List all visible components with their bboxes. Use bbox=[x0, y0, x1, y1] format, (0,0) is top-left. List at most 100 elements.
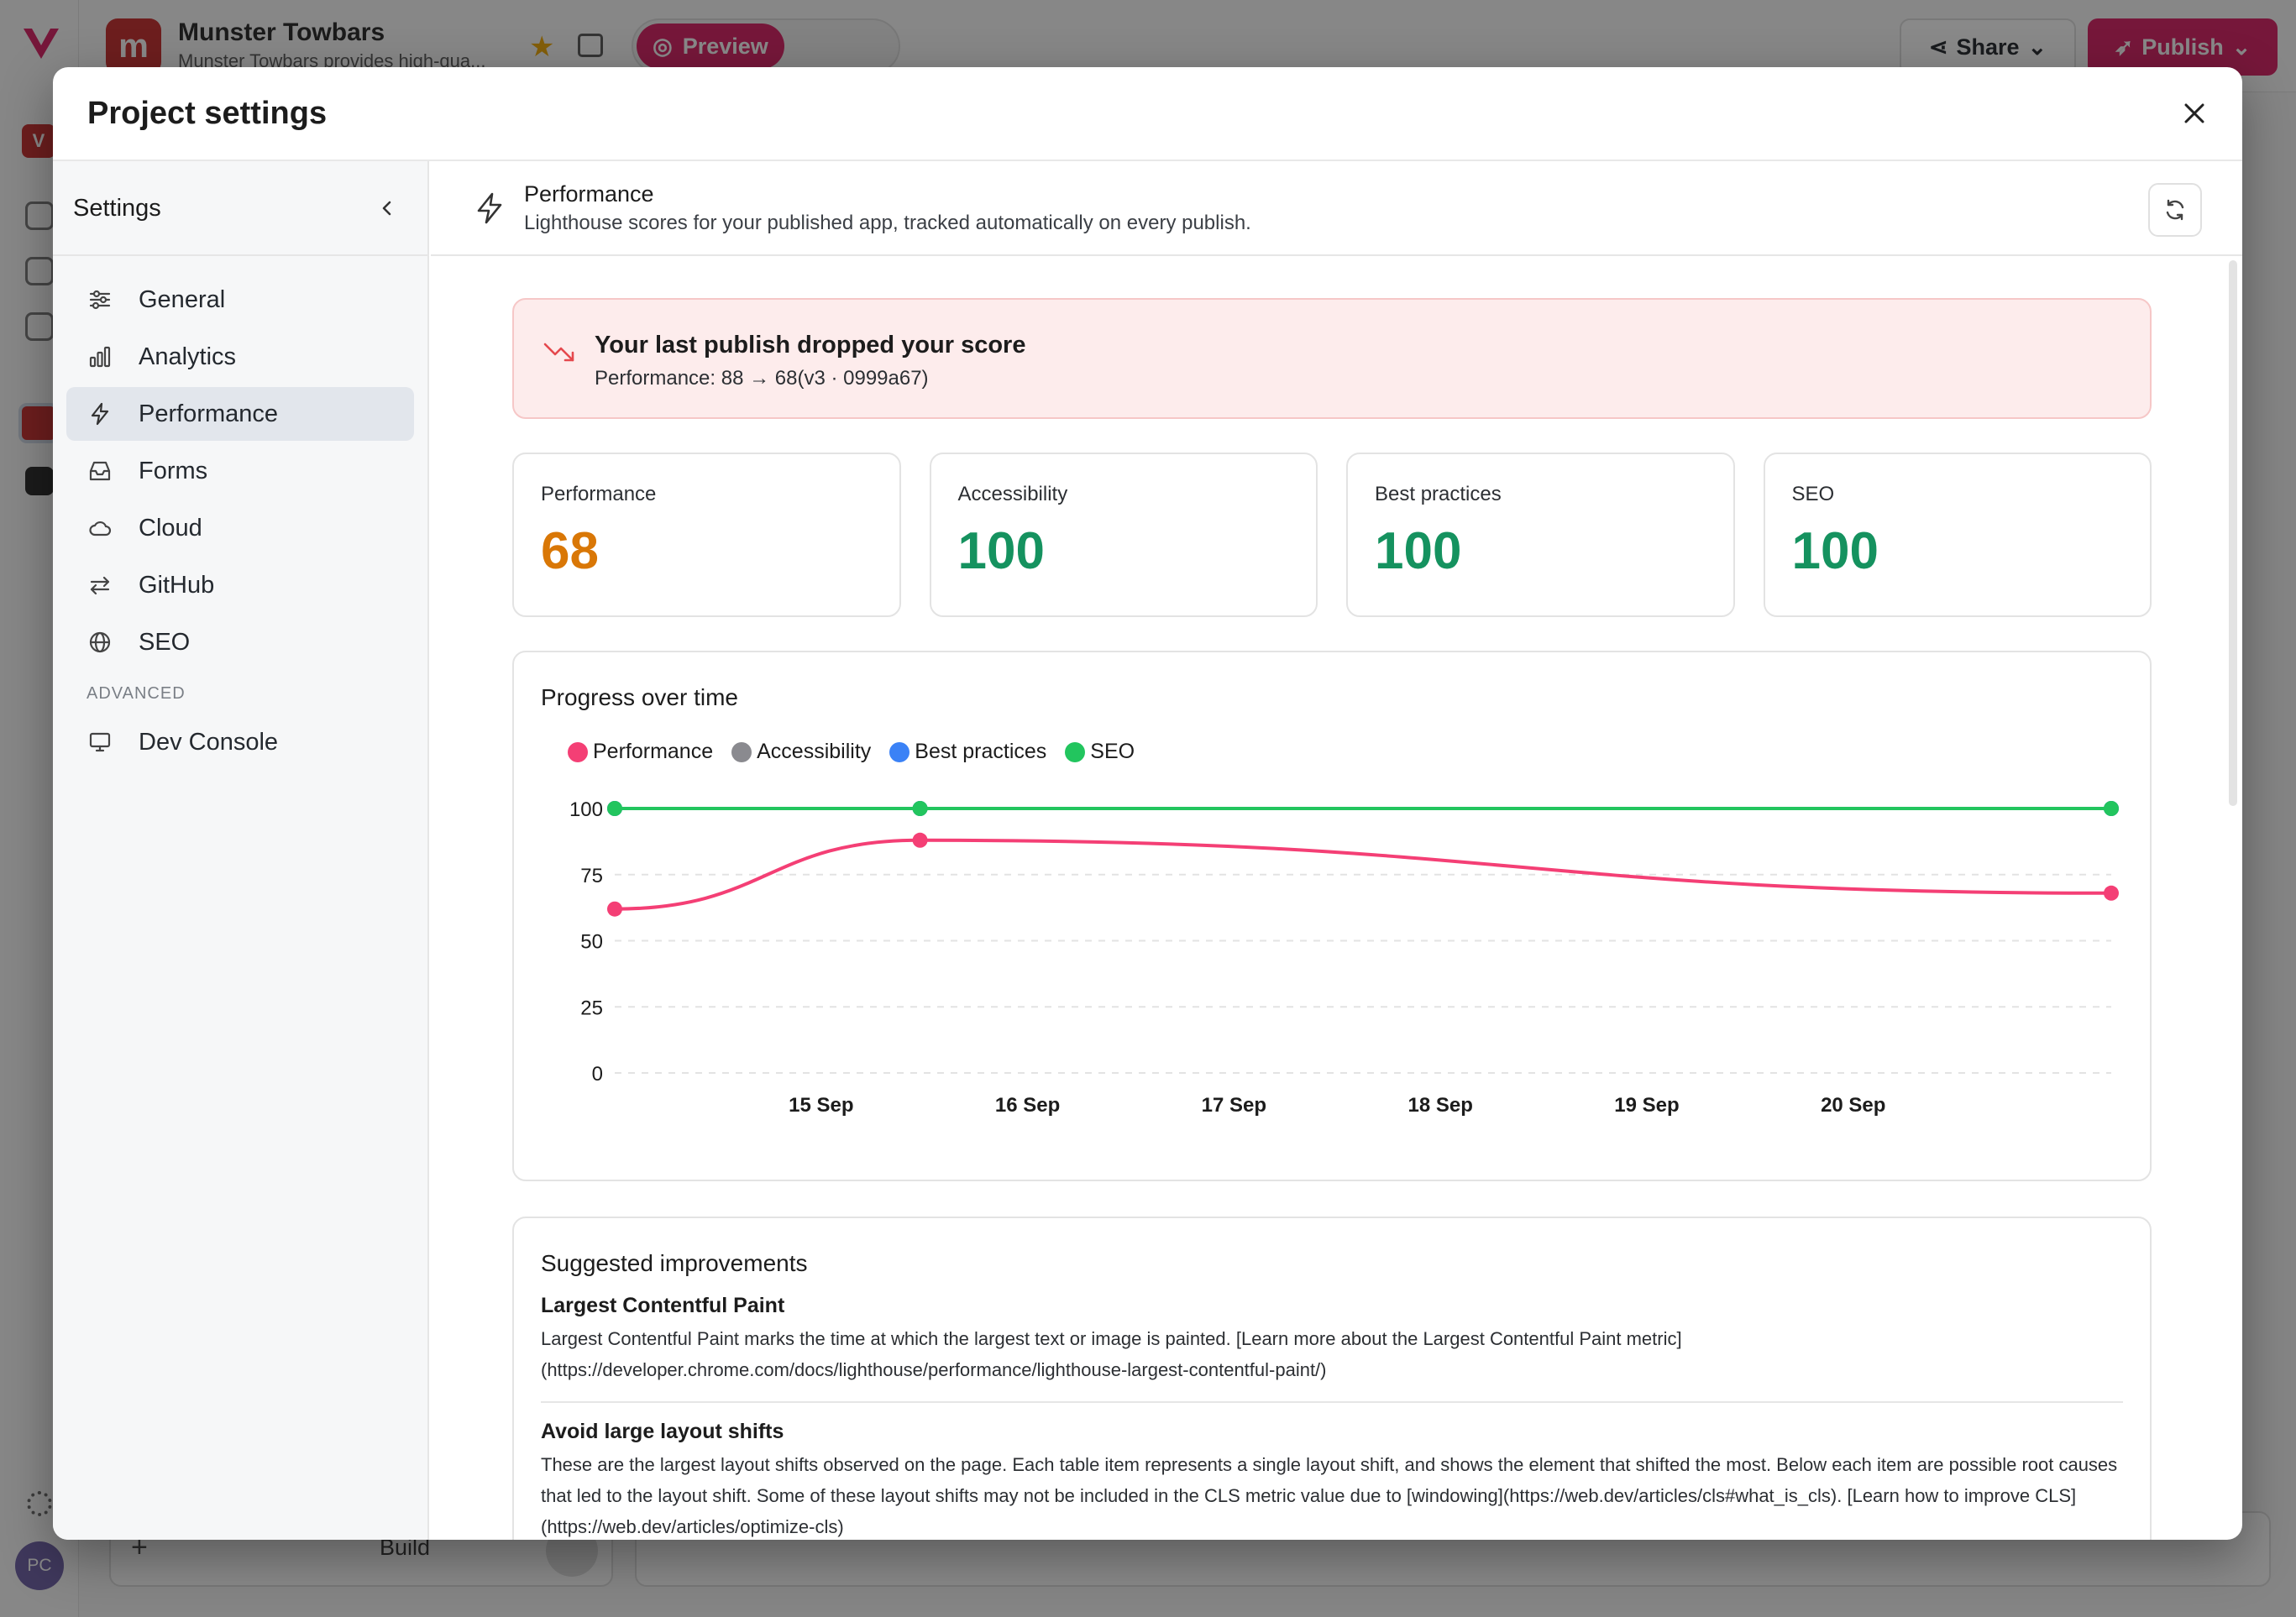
score-label: Best practices bbox=[1375, 483, 1502, 505]
lightning-icon bbox=[477, 192, 502, 224]
sidebar-item-label: Performance bbox=[139, 400, 279, 427]
modal-header: Project settings bbox=[53, 67, 2242, 161]
legend-label: Performance bbox=[593, 740, 714, 763]
sidebar-item-label: Analytics bbox=[139, 343, 237, 370]
progress-line-chart: 0 25 50 75 100 15 Sep 16 Sep 17 Sep 18 Sep 19 Sep… bbox=[569, 798, 2119, 1117]
alert-title: Your last publish dropped your score bbox=[595, 332, 1026, 358]
legend-dot bbox=[731, 741, 752, 762]
data-point bbox=[2104, 801, 2119, 816]
y-tick-label: 100 bbox=[569, 798, 603, 821]
x-tick-label: 17 Sep bbox=[1202, 1094, 1266, 1117]
monitor-icon bbox=[86, 729, 113, 756]
settings-nav: General Analytics Performance Forms Clou… bbox=[66, 273, 414, 772]
legend-dot bbox=[568, 741, 588, 762]
suggestion-text: These are the largest layout shifts obse… bbox=[541, 1454, 2118, 1537]
data-point bbox=[607, 901, 622, 917]
section-header: Performance Lighthouse scores for your p… bbox=[431, 161, 2242, 256]
sliders-icon bbox=[86, 286, 113, 313]
legend-label: SEO bbox=[1090, 740, 1135, 763]
globe-icon bbox=[86, 629, 113, 656]
legend-dot bbox=[1065, 741, 1086, 762]
score-value: 100 bbox=[1375, 522, 1462, 580]
sidebar-item-dev-console[interactable]: Dev Console bbox=[66, 715, 414, 769]
sidebar-item-label: Cloud bbox=[139, 514, 202, 542]
refresh-icon bbox=[2166, 199, 2184, 221]
project-settings-modal: Project settings Settings General Analyt… bbox=[53, 67, 2242, 1540]
close-button[interactable] bbox=[2172, 91, 2217, 136]
score-value: 68 bbox=[541, 522, 599, 580]
sidebar-item-label: GitHub bbox=[139, 571, 215, 599]
chart-legend: Performance Accessibility Best practices… bbox=[568, 740, 1135, 764]
x-tick-label: 20 Sep bbox=[1821, 1094, 1885, 1117]
bar-chart-icon bbox=[86, 343, 113, 370]
legend-item-performance[interactable]: Performance bbox=[568, 740, 713, 764]
chevron-left-icon bbox=[382, 201, 391, 216]
legend-label: Accessibility bbox=[757, 740, 872, 763]
settings-content: Performance Lighthouse scores for your p… bbox=[431, 161, 2242, 1540]
content-scroll-area[interactable]: Your last publish dropped your score Per… bbox=[431, 258, 2242, 1540]
data-point bbox=[2104, 885, 2119, 901]
sidebar-item-label: SEO bbox=[139, 628, 191, 656]
data-point bbox=[912, 801, 928, 816]
y-tick-label: 50 bbox=[580, 931, 603, 954]
suggestion-item: Largest Contentful Paint Largest Content… bbox=[541, 1294, 2123, 1385]
sidebar-item-label: General bbox=[139, 285, 226, 313]
sidebar-item-label: Forms bbox=[139, 457, 208, 484]
x-tick-label: 15 Sep bbox=[789, 1094, 853, 1117]
trending-down-icon bbox=[543, 343, 574, 362]
collapse-sidebar-button[interactable] bbox=[370, 191, 404, 225]
y-tick-label: 75 bbox=[580, 865, 603, 887]
settings-sidebar: Settings General Analytics Performance F… bbox=[53, 161, 429, 1540]
chart-title: Progress over time bbox=[541, 684, 738, 710]
y-tick-label: 25 bbox=[580, 997, 603, 1019]
suggested-improvements-card: Suggested improvements Largest Contentfu… bbox=[512, 1217, 2152, 1540]
sidebar-item-seo[interactable]: SEO bbox=[66, 615, 414, 669]
sidebar-item-label: Dev Console bbox=[139, 728, 279, 756]
sidebar-item-analytics[interactable]: Analytics bbox=[66, 330, 414, 384]
series-line-performance bbox=[614, 838, 2112, 911]
x-tick-label: 19 Sep bbox=[1614, 1094, 1679, 1117]
lightning-icon bbox=[86, 400, 113, 427]
sidebar-item-performance[interactable]: Performance bbox=[66, 387, 414, 441]
score-card-seo: SEO 100 bbox=[1763, 453, 2152, 617]
x-tick-label: 16 Sep bbox=[995, 1094, 1060, 1117]
suggestion-text: Largest Contentful Paint marks the time … bbox=[541, 1328, 1682, 1380]
scrollbar[interactable] bbox=[2229, 260, 2237, 806]
refresh-button[interactable] bbox=[2148, 183, 2202, 237]
legend-item-best-practices[interactable]: Best practices bbox=[889, 740, 1046, 764]
score-label: SEO bbox=[1791, 483, 1835, 505]
advanced-section-heading: ADVANCED bbox=[86, 684, 186, 703]
score-card-performance: Performance 68 bbox=[512, 453, 901, 617]
legend-item-accessibility[interactable]: Accessibility bbox=[731, 740, 871, 764]
sidebar-item-cloud[interactable]: Cloud bbox=[66, 501, 414, 555]
sidebar-item-general[interactable]: General bbox=[66, 273, 414, 327]
cloud-icon bbox=[86, 515, 113, 542]
inbox-icon bbox=[86, 458, 113, 484]
section-title: Performance bbox=[524, 181, 654, 207]
score-value: 100 bbox=[1791, 522, 1879, 580]
data-point bbox=[912, 832, 928, 848]
score-label: Accessibility bbox=[957, 483, 1068, 505]
sidebar-item-github[interactable]: GitHub bbox=[66, 558, 414, 612]
score-card-best-practices: Best practices 100 bbox=[1346, 453, 1735, 617]
close-icon bbox=[2184, 103, 2204, 123]
alert-text: Performance: 88 → 68(v3 · 0999a67) bbox=[595, 367, 929, 390]
score-value: 100 bbox=[957, 522, 1045, 580]
section-subtitle: Lighthouse scores for your published app… bbox=[524, 212, 1251, 234]
x-tick-label: 18 Sep bbox=[1407, 1094, 1472, 1117]
legend-item-seo[interactable]: SEO bbox=[1065, 740, 1135, 764]
legend-label: Best practices bbox=[915, 740, 1047, 763]
legend-dot bbox=[889, 741, 910, 762]
sidebar-title: Settings bbox=[73, 195, 161, 222]
suggestion-title: Avoid large layout shifts bbox=[541, 1420, 784, 1443]
progress-chart-card: Progress over time Performance Accessibi… bbox=[512, 651, 2152, 1181]
suggestion-title: Largest Contentful Paint bbox=[541, 1294, 785, 1317]
score-cards: Performance 68 Accessibility 100 Best pr… bbox=[512, 453, 2152, 617]
suggestion-item: Avoid large layout shifts These are the … bbox=[541, 1420, 2123, 1540]
data-point bbox=[607, 801, 622, 816]
score-card-accessibility: Accessibility 100 bbox=[929, 453, 1318, 617]
sidebar-header: Settings bbox=[53, 161, 427, 256]
score-drop-alert: Your last publish dropped your score Per… bbox=[512, 298, 2152, 419]
sidebar-item-forms[interactable]: Forms bbox=[66, 444, 414, 498]
modal-title: Project settings bbox=[87, 96, 328, 131]
